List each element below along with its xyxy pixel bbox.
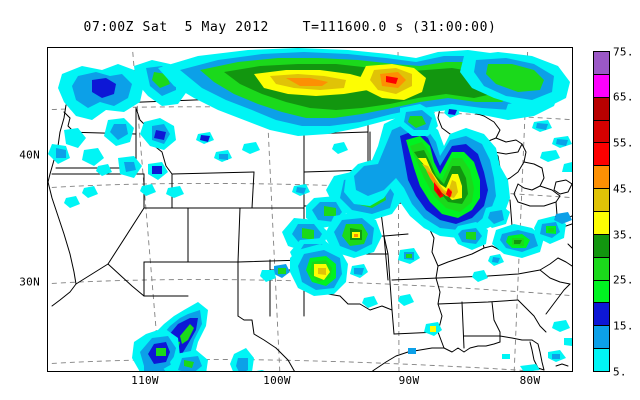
colorbar-band-60-65 (594, 97, 609, 121)
precip-ohio-valley (344, 104, 510, 238)
precip-scattered-light (64, 102, 572, 308)
colorbar-band-40-45 (594, 189, 609, 212)
colorbar-tick-label: 55. (613, 136, 634, 150)
colorbar-tick-label: 15. (613, 319, 634, 333)
colorbar-band-45-50 (594, 166, 609, 190)
colorbar-tick-label: 35. (613, 228, 634, 242)
colorbar-tick-label: 75. (613, 45, 634, 59)
precip-central-plains-cells (350, 248, 420, 278)
precip-south-texas (230, 348, 265, 371)
precip-oklahoma (260, 244, 348, 296)
x-tick-label: 110W (131, 374, 159, 387)
colorbar-band-10-15 (594, 326, 609, 350)
colorbar-band-50-55 (594, 143, 609, 167)
colorbar-band-25-30 (594, 257, 609, 281)
map-panel[interactable] (47, 47, 573, 372)
precip-pacific-northwest (48, 60, 188, 180)
y-tick-label: 30N (19, 275, 40, 289)
precip-carolinas (452, 204, 572, 258)
colorbar-band-5-10 (594, 349, 609, 371)
reflectivity-colorbar (593, 51, 610, 372)
colorbar-band-35-40 (594, 211, 609, 235)
colorbar-band-15-20 (594, 303, 609, 327)
x-tick-label: 100W (263, 374, 291, 387)
map-canvas (48, 48, 572, 371)
colorbar-tick-label: 45. (613, 182, 634, 196)
colorbar-band-30-35 (594, 234, 609, 258)
colorbar-band-65-70 (594, 74, 609, 98)
colorbar-band-55-60 (594, 120, 609, 144)
x-tick-label: 80W (519, 374, 541, 387)
y-tick-label: 40N (19, 148, 40, 162)
colorbar-band-20-25 (594, 280, 609, 304)
precip-gulf-offshore (408, 320, 572, 371)
figure-title: 07:00Z Sat 5 May 2012 T=111600.0 s (31:0… (83, 20, 497, 35)
colorbar-tick-label: 5. (613, 365, 627, 379)
x-tick-label: 90W (398, 374, 420, 387)
precipitation-field (48, 48, 572, 371)
precip-west-texas (132, 302, 208, 371)
colorbar-band-70-75 (594, 51, 609, 75)
colorbar-tick-label: 25. (613, 273, 634, 287)
precip-northern-plains (158, 48, 570, 136)
colorbar-tick-label: 65. (613, 90, 634, 104)
